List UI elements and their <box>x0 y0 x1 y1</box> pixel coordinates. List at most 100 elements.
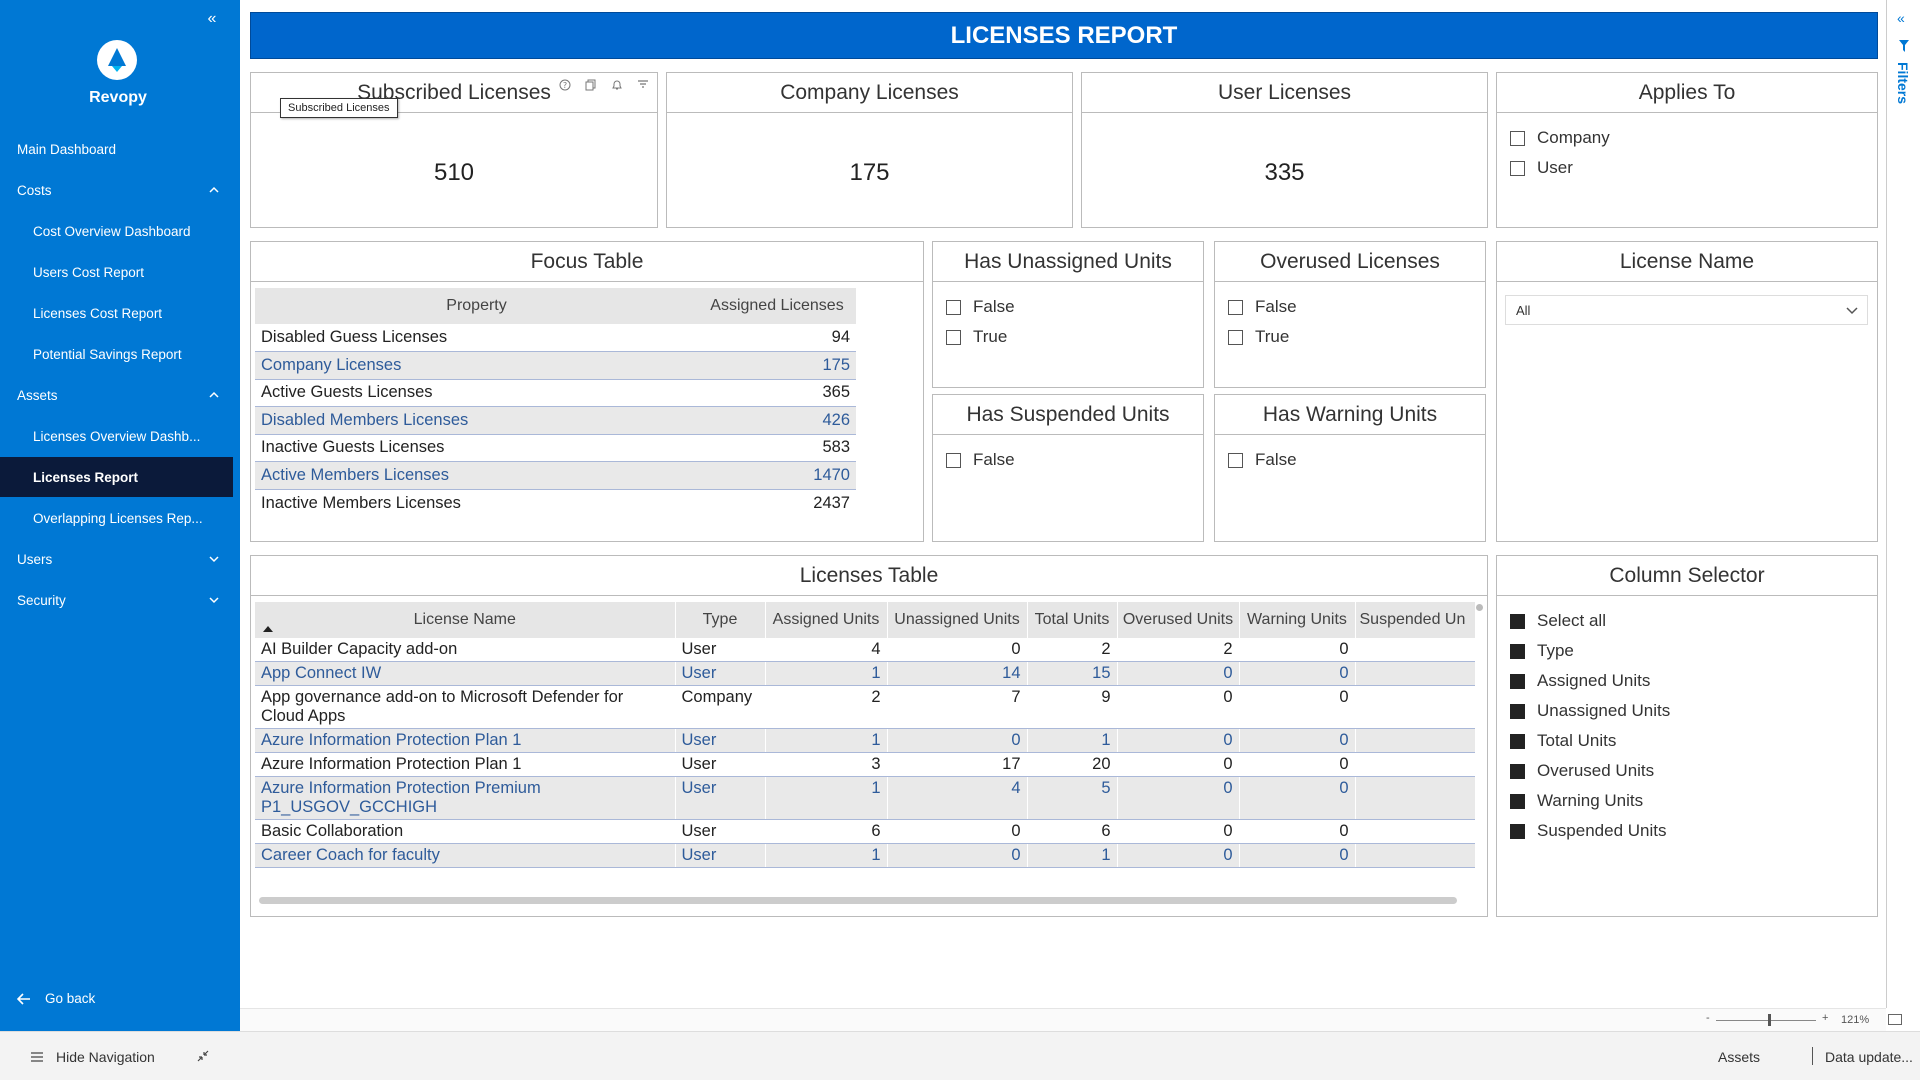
table-cell <box>1355 843 1475 868</box>
zoom-slider-thumb[interactable] <box>1768 1014 1771 1026</box>
sidebar-item-licenses-cost-report[interactable]: Licenses Cost Report <box>0 293 233 333</box>
checkbox[interactable] <box>1510 130 1525 146</box>
column-header-total-units[interactable]: Total Units <box>1027 602 1118 638</box>
collapse-sidebar-icon[interactable]: « <box>207 10 217 27</box>
zoom-slider-track[interactable] <box>1716 1020 1816 1021</box>
sidebar-item-label: Security <box>17 592 66 608</box>
go-back-button[interactable]: Go back <box>17 991 95 1006</box>
checkbox[interactable] <box>1228 329 1243 345</box>
table-row[interactable]: Basic Collaboration User 6 0 6 0 0 <box>255 819 1475 844</box>
column-header-suspended-units[interactable]: Suspended Un <box>1355 602 1475 638</box>
sidebar-item-assets[interactable]: Assets <box>0 375 233 415</box>
sidebar-item-users-cost-report[interactable]: Users Cost Report <box>0 252 233 292</box>
zoom-in-button[interactable]: + <box>1822 1012 1829 1024</box>
column-header-warning-units[interactable]: Warning Units <box>1239 602 1356 638</box>
checkbox-checked[interactable] <box>1510 703 1525 719</box>
sidebar-item-cost-overview[interactable]: Cost Overview Dashboard <box>0 211 233 251</box>
column-selector-option[interactable]: Warning Units <box>1497 786 1877 816</box>
data-update-status[interactable]: Data update... <box>1825 1049 1913 1065</box>
checkbox-checked[interactable] <box>1510 613 1525 629</box>
filter-icon[interactable] <box>637 79 649 91</box>
kpi-value: 335 <box>1264 159 1305 186</box>
table-row[interactable]: App governance add-on to Microsoft Defen… <box>255 685 1475 729</box>
table-row[interactable]: Disabled Members Licenses 426 <box>255 406 856 435</box>
sidebar-item-label: Potential Savings Report <box>33 346 182 362</box>
sidebar-item-users[interactable]: Users <box>0 539 233 579</box>
licenses-table-scroll[interactable]: License Name Type Assigned Units Unassig… <box>255 602 1475 882</box>
table-row[interactable]: Career Coach for faculty User 1 0 1 0 0 <box>255 843 1475 868</box>
column-selector-option[interactable]: Unassigned Units <box>1497 696 1877 726</box>
slicer-option-false[interactable]: False <box>1215 292 1485 322</box>
checkbox-checked[interactable] <box>1510 643 1525 659</box>
sidebar-item-main-dashboard[interactable]: Main Dashboard <box>0 129 233 169</box>
collapse-arrows-icon[interactable] <box>196 1049 210 1063</box>
copy-icon[interactable] <box>585 79 597 91</box>
table-row[interactable]: Disabled Guess Licenses 94 <box>255 324 856 352</box>
expand-filters-icon[interactable]: « <box>1897 10 1905 26</box>
slicer-option-true[interactable]: True <box>933 322 1203 352</box>
column-selector-option[interactable]: Suspended Units <box>1497 816 1877 846</box>
svg-text:?: ? <box>563 81 567 90</box>
slicer-option-false[interactable]: False <box>1215 445 1485 475</box>
checkbox[interactable] <box>946 452 961 468</box>
sidebar-item-overlapping-licenses[interactable]: Overlapping Licenses Rep... <box>0 498 233 538</box>
checkbox[interactable] <box>1228 452 1243 468</box>
checkbox[interactable] <box>1228 299 1243 315</box>
table-row[interactable]: Active Members Licenses 1470 <box>255 461 856 490</box>
fit-to-page-icon[interactable] <box>1888 1014 1902 1025</box>
column-header-license-name[interactable]: License Name <box>255 602 676 638</box>
checkbox-checked[interactable] <box>1510 763 1525 779</box>
column-header-unassigned-units[interactable]: Unassigned Units <box>887 602 1028 638</box>
table-row[interactable]: Active Guests Licenses 365 <box>255 379 856 407</box>
column-header-property[interactable]: Property <box>255 288 698 324</box>
table-cell: 0 <box>887 638 1028 662</box>
bell-icon[interactable] <box>611 79 623 91</box>
column-header-overused-units[interactable]: Overused Units <box>1117 602 1240 638</box>
hide-navigation-button[interactable]: Hide Navigation <box>30 1049 155 1065</box>
sidebar-item-security[interactable]: Security <box>0 580 233 620</box>
help-icon[interactable]: ? <box>559 79 571 91</box>
column-header-assigned-licenses[interactable]: Assigned Licenses <box>698 288 856 324</box>
checkbox[interactable] <box>1510 160 1525 176</box>
vertical-scrollbar[interactable] <box>1476 604 1483 611</box>
slicer-option-label: Overused Units <box>1537 761 1655 780</box>
checkbox-checked[interactable] <box>1510 673 1525 689</box>
table-cell: 1 <box>1027 728 1118 753</box>
assets-link[interactable]: Assets <box>1718 1049 1761 1065</box>
slicer-option-user[interactable]: User <box>1497 153 1877 183</box>
table-row[interactable]: Azure Information Protection Plan 1 User 3… <box>255 752 1475 777</box>
checkbox[interactable] <box>946 329 961 345</box>
sidebar-item-licenses-overview[interactable]: Licenses Overview Dashb... <box>0 416 233 456</box>
column-selector-option[interactable]: Total Units <box>1497 726 1877 756</box>
checkbox-checked[interactable] <box>1510 733 1525 749</box>
sidebar-item-potential-savings[interactable]: Potential Savings Report <box>0 334 233 374</box>
column-header-assigned-units[interactable]: Assigned Units <box>765 602 888 638</box>
table-cell: Career Coach for faculty <box>255 843 676 868</box>
slicer-option-true[interactable]: True <box>1215 322 1485 352</box>
table-row[interactable]: Azure Information Protection Plan 1 User 1… <box>255 728 1475 753</box>
slicer-option-false[interactable]: False <box>933 292 1203 322</box>
checkbox-checked[interactable] <box>1510 793 1525 809</box>
license-name-dropdown[interactable]: All <box>1505 295 1868 325</box>
table-row[interactable]: AI Builder Capacity add-on User 4 0 2 2 0 <box>255 638 1475 662</box>
column-header-type[interactable]: Type <box>675 602 766 638</box>
column-selector-option[interactable]: Select all <box>1497 606 1877 636</box>
column-selector-option[interactable]: Type <box>1497 636 1877 666</box>
table-row[interactable]: Inactive Guests Licenses 583 <box>255 434 856 462</box>
table-row[interactable]: App Connect IW User 1 14 15 0 0 <box>255 661 1475 686</box>
column-selector-option[interactable]: Assigned Units <box>1497 666 1877 696</box>
sidebar-item-licenses-report[interactable]: Licenses Report <box>0 457 233 497</box>
sidebar-item-costs[interactable]: Costs <box>0 170 233 210</box>
filters-label[interactable]: Filters <box>1895 62 1911 105</box>
zoom-out-button[interactable]: - <box>1706 1012 1710 1024</box>
checkbox-checked[interactable] <box>1510 823 1525 839</box>
checkbox[interactable] <box>946 299 961 315</box>
table-row[interactable]: Inactive Members Licenses 2437 <box>255 489 856 517</box>
slicer-option-false[interactable]: False <box>933 445 1203 475</box>
slicer-option-company[interactable]: Company <box>1497 123 1877 153</box>
table-row[interactable]: Azure Information Protection Premium P1_… <box>255 776 1475 820</box>
table-row[interactable]: Company Licenses 175 <box>255 351 856 380</box>
sidebar-item-label: Overlapping Licenses Rep... <box>33 510 203 526</box>
horizontal-scrollbar[interactable] <box>259 897 1457 904</box>
column-selector-option[interactable]: Overused Units <box>1497 756 1877 786</box>
